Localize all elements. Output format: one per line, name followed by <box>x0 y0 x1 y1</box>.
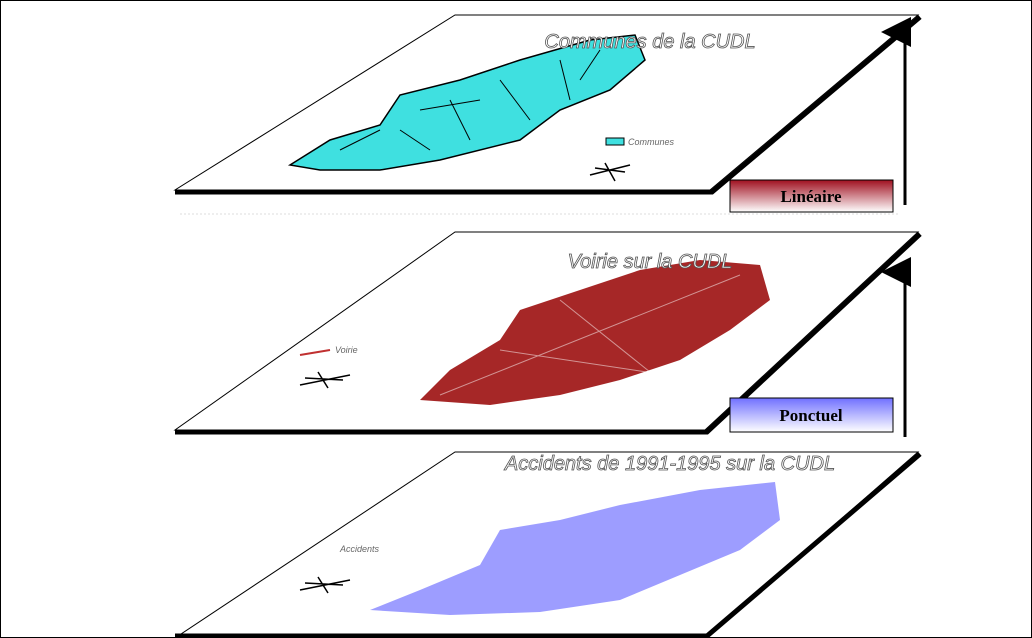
legend-label: Voirie <box>335 345 358 355</box>
label-text: Linéaire <box>780 187 842 206</box>
legend-label: Accidents <box>339 544 380 554</box>
legend-label: Communes <box>628 137 675 147</box>
layer-title: Accidents de 1991-1995 sur la CUDL <box>504 453 835 475</box>
label-text: Ponctuel <box>779 406 843 425</box>
diagram: Communes de la CUDL Communes Voirie sur … <box>0 0 1032 638</box>
layer-title: Voirie sur la CUDL <box>568 251 733 273</box>
layer-title: Communes de la CUDL <box>544 31 755 53</box>
